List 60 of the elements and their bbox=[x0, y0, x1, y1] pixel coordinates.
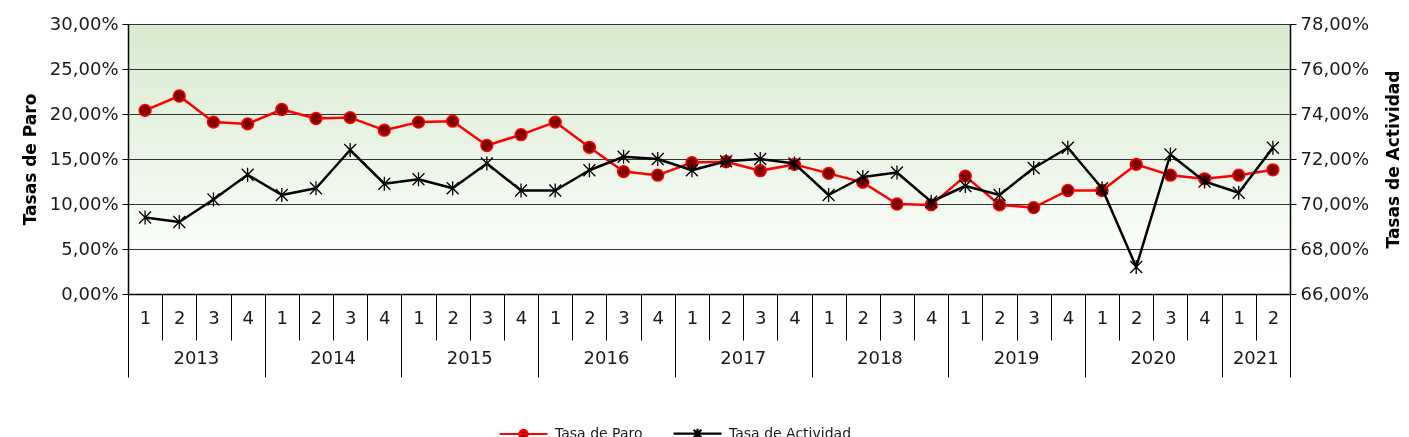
y-tick-label: 10,00% bbox=[49, 192, 119, 214]
x-tick-label: 4 bbox=[925, 306, 938, 328]
legend-label: Tasa de Actividad bbox=[728, 424, 852, 437]
x-tick-label: 3 bbox=[618, 306, 630, 328]
y-tick-label: 15,00% bbox=[49, 147, 119, 169]
y2-tick-label: 76,00% bbox=[1300, 57, 1370, 79]
y-tick-label: 25,00% bbox=[49, 57, 119, 79]
x-tick-label: 2 bbox=[720, 306, 733, 328]
y2-tick-label: 74,00% bbox=[1300, 102, 1370, 124]
x-tick-label: 1 bbox=[413, 306, 425, 328]
text: 2014 bbox=[310, 347, 356, 368]
x-tick-label: 4 bbox=[652, 306, 664, 328]
x-tick-label: 2 bbox=[447, 306, 459, 328]
x-tick-label: 4 bbox=[242, 306, 254, 328]
text: 2020 bbox=[1130, 347, 1177, 368]
x-tick-label: 4 bbox=[789, 306, 801, 328]
x-tick-label: 2 bbox=[1130, 306, 1143, 328]
y2-axis-title: Tasas de Actividad bbox=[1383, 70, 1404, 249]
x-tick-label: 4 bbox=[1062, 306, 1075, 328]
text: 2017 bbox=[720, 347, 767, 368]
y2-tick-label: 66,00% bbox=[1300, 282, 1370, 304]
x-tick-label: 1 bbox=[1233, 306, 1245, 328]
x-tick-label: 4 bbox=[1199, 306, 1211, 328]
text: 2016 bbox=[583, 347, 630, 368]
y-tick-label: 20,00% bbox=[49, 102, 119, 124]
x-tick-label: 3 bbox=[481, 306, 494, 328]
y-tick-label: 0,00% bbox=[61, 282, 119, 304]
x-tick-label: 3 bbox=[208, 306, 220, 328]
x-tick-label: 3 bbox=[1165, 306, 1177, 328]
x-tick-label: 2 bbox=[310, 306, 323, 328]
y-tick-label: 30,00% bbox=[49, 12, 119, 34]
text: 2013 bbox=[173, 347, 220, 368]
x-tick-label: 2 bbox=[174, 306, 186, 328]
y2-tick-label: 70,00% bbox=[1300, 192, 1370, 214]
text: 2018 bbox=[856, 347, 903, 368]
y2-tick-label: 72,00% bbox=[1300, 147, 1370, 169]
x-tick-label: 1 bbox=[960, 306, 972, 328]
x-tick-label: 2 bbox=[994, 306, 1006, 328]
x-tick-label: 1 bbox=[276, 306, 289, 328]
x-tick-label: 4 bbox=[515, 306, 528, 328]
x-tick-label: 2 bbox=[1267, 306, 1280, 328]
y-axis-title: Tasas de Paro bbox=[19, 93, 40, 226]
x-tick-label: 1 bbox=[823, 306, 835, 328]
x-tick-label: 3 bbox=[1028, 306, 1040, 328]
text: 2015 bbox=[446, 347, 493, 368]
x-tick-label: 3 bbox=[755, 306, 767, 328]
x-tick-label: 4 bbox=[379, 306, 391, 328]
x-tick-label: 1 bbox=[1096, 306, 1109, 328]
x-tick-label: 3 bbox=[344, 306, 357, 328]
y-tick-label: 5,00% bbox=[61, 237, 119, 259]
text: 2019 bbox=[993, 347, 1040, 368]
x-tick-label: 2 bbox=[857, 306, 870, 328]
x-tick-label: 1 bbox=[139, 306, 152, 328]
text: 2021 bbox=[1232, 347, 1279, 368]
x-tick-label: 3 bbox=[891, 306, 904, 328]
x-tick-label: 2 bbox=[584, 306, 596, 328]
y2-tick-label: 68,00% bbox=[1300, 237, 1370, 259]
x-tick-label: 1 bbox=[686, 306, 699, 328]
y2-tick-label: 78,00% bbox=[1300, 12, 1370, 34]
x-tick-label: 1 bbox=[549, 306, 562, 328]
